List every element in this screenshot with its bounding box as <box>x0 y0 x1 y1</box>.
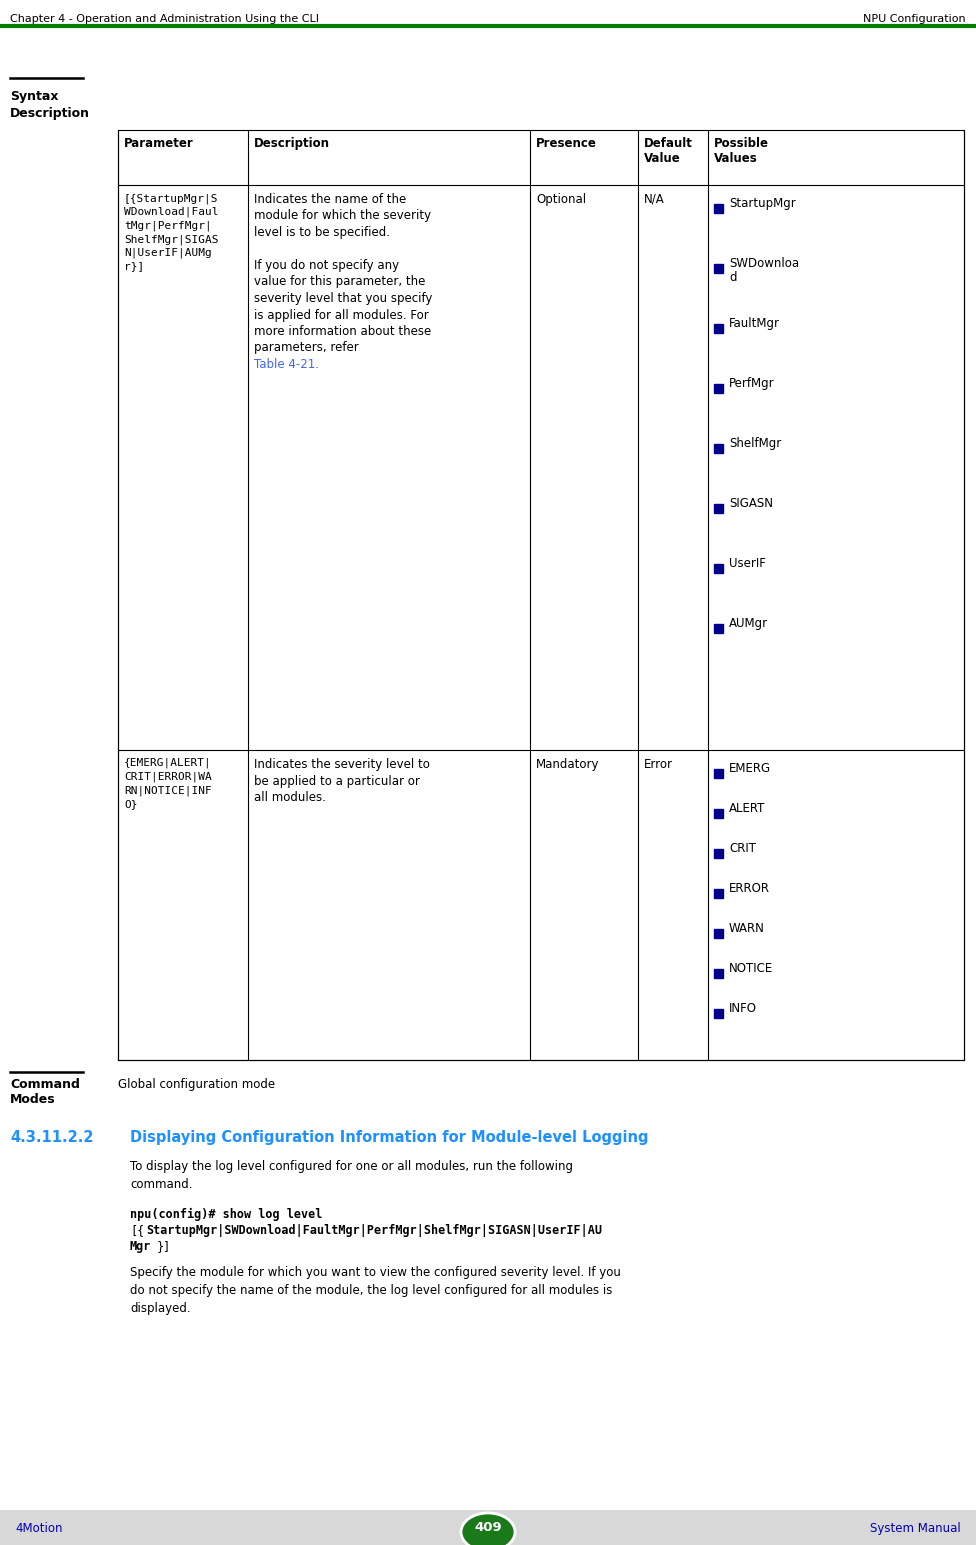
FancyBboxPatch shape <box>714 204 723 213</box>
Text: N/A: N/A <box>644 193 665 205</box>
FancyBboxPatch shape <box>714 624 723 633</box>
Text: SIGASN: SIGASN <box>729 497 773 510</box>
Text: Command: Command <box>10 1078 80 1091</box>
Text: ERROR: ERROR <box>729 882 770 895</box>
FancyBboxPatch shape <box>714 850 723 857</box>
Text: Syntax: Syntax <box>10 90 59 104</box>
Text: npu(config)# show log level: npu(config)# show log level <box>130 1208 322 1221</box>
Text: be applied to a particular or: be applied to a particular or <box>254 774 420 788</box>
Text: Modes: Modes <box>10 1092 56 1106</box>
Text: Default
Value: Default Value <box>644 138 693 165</box>
Text: [{: [{ <box>130 1224 144 1238</box>
Text: INFO: INFO <box>729 1003 757 1015</box>
Text: Mgr: Mgr <box>130 1241 151 1253</box>
Text: EMERG: EMERG <box>729 762 771 776</box>
Text: CRIT: CRIT <box>729 842 756 854</box>
Text: StartupMgr|SWDownload|FaultMgr|PerfMgr|ShelfMgr|SIGASN|UserIF|AU: StartupMgr|SWDownload|FaultMgr|PerfMgr|S… <box>146 1224 602 1238</box>
FancyBboxPatch shape <box>714 564 723 573</box>
Text: 4.3.11.2.2: 4.3.11.2.2 <box>10 1129 94 1145</box>
Text: To display the log level configured for one or all modules, run the following
co: To display the log level configured for … <box>130 1160 573 1191</box>
Text: severity level that you specify: severity level that you specify <box>254 292 432 304</box>
Text: Indicates the severity level to: Indicates the severity level to <box>254 759 429 771</box>
Text: If you do not specify any: If you do not specify any <box>254 260 399 272</box>
FancyBboxPatch shape <box>714 1009 723 1018</box>
Text: AUMgr: AUMgr <box>729 616 768 630</box>
Text: WARN: WARN <box>729 922 765 935</box>
Text: d: d <box>729 270 737 284</box>
Text: 409: 409 <box>474 1520 502 1534</box>
Text: 4Motion: 4Motion <box>15 1522 62 1536</box>
FancyBboxPatch shape <box>714 324 723 334</box>
FancyBboxPatch shape <box>714 443 723 453</box>
Text: module for which the severity: module for which the severity <box>254 210 431 222</box>
Text: more information about these: more information about these <box>254 324 431 338</box>
Text: {EMERG|ALERT|
CRIT|ERROR|WA
RN|NOTICE|INF
O}: {EMERG|ALERT| CRIT|ERROR|WA RN|NOTICE|IN… <box>124 759 212 810</box>
Text: Error: Error <box>644 759 673 771</box>
FancyBboxPatch shape <box>714 810 723 817</box>
Text: FaultMgr: FaultMgr <box>729 317 780 331</box>
Text: [{StartupMgr|S
WDownload|Faul
tMgr|PerfMgr|
ShelfMgr|SIGAS
N|UserIF|AUMg
r}]: [{StartupMgr|S WDownload|Faul tMgr|PerfM… <box>124 193 219 272</box>
Text: Description: Description <box>10 107 90 121</box>
Text: }]: }] <box>157 1241 171 1253</box>
Text: Chapter 4 - Operation and Administration Using the CLI: Chapter 4 - Operation and Administration… <box>10 14 319 25</box>
Text: StartupMgr: StartupMgr <box>729 198 795 210</box>
Text: Table 4-21.: Table 4-21. <box>254 358 319 371</box>
Text: Displaying Configuration Information for Module-level Logging: Displaying Configuration Information for… <box>130 1129 648 1145</box>
FancyBboxPatch shape <box>714 969 723 978</box>
Polygon shape <box>0 1509 976 1545</box>
Polygon shape <box>118 130 964 1060</box>
Text: ALERT: ALERT <box>729 802 765 816</box>
Text: Specify the module for which you want to view the configured severity level. If : Specify the module for which you want to… <box>130 1265 621 1315</box>
Text: UserIF: UserIF <box>729 558 766 570</box>
Text: Indicates the name of the: Indicates the name of the <box>254 193 406 205</box>
Text: Global configuration mode: Global configuration mode <box>118 1078 275 1091</box>
Text: value for this parameter, the: value for this parameter, the <box>254 275 426 289</box>
FancyBboxPatch shape <box>714 888 723 898</box>
FancyBboxPatch shape <box>714 929 723 938</box>
Text: Mandatory: Mandatory <box>536 759 599 771</box>
FancyBboxPatch shape <box>714 769 723 779</box>
Text: Parameter: Parameter <box>124 138 194 150</box>
Text: ShelfMgr: ShelfMgr <box>729 437 781 450</box>
Text: all modules.: all modules. <box>254 791 326 803</box>
FancyBboxPatch shape <box>714 385 723 392</box>
Ellipse shape <box>461 1513 515 1545</box>
FancyBboxPatch shape <box>714 264 723 273</box>
Text: System Manual: System Manual <box>871 1522 961 1536</box>
Text: Presence: Presence <box>536 138 597 150</box>
Text: parameters, refer: parameters, refer <box>254 341 359 354</box>
Text: NPU Configuration: NPU Configuration <box>864 14 966 25</box>
Text: level is to be specified.: level is to be specified. <box>254 226 390 239</box>
Text: is applied for all modules. For: is applied for all modules. For <box>254 309 428 321</box>
Text: PerfMgr: PerfMgr <box>729 377 775 389</box>
Text: NOTICE: NOTICE <box>729 963 773 975</box>
Text: SWDownloa: SWDownloa <box>729 256 799 270</box>
Text: Optional: Optional <box>536 193 587 205</box>
FancyBboxPatch shape <box>714 504 723 513</box>
Text: Description: Description <box>254 138 330 150</box>
Text: Possible
Values: Possible Values <box>714 138 769 165</box>
